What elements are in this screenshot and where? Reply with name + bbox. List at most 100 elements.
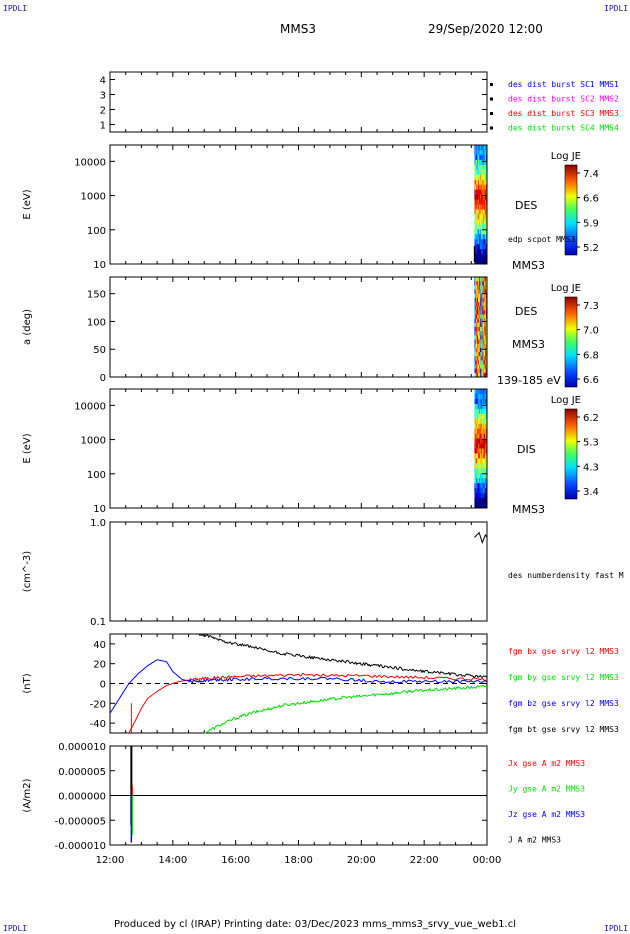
spectrogram-cell-dis-energy <box>483 413 485 420</box>
spectrogram-cell-des-energy <box>481 179 483 186</box>
spectrogram-cell-des-pitch <box>481 331 483 336</box>
spectrogram-cell-dis-energy <box>483 453 485 459</box>
spectrogram-cell-dis-energy <box>484 458 486 464</box>
spectrogram-cell-des-energy <box>478 159 481 166</box>
spectrogram-cell-des-energy <box>477 179 479 186</box>
spectrogram-cell-des-energy <box>478 209 480 215</box>
spectrogram-cell-des-pitch <box>478 306 481 311</box>
spectrogram-cell-des-energy <box>482 194 484 200</box>
spectrogram-cell-des-pitch <box>474 335 476 340</box>
spectrogram-cell-des-pitch <box>484 281 486 286</box>
spectrogram-cell-des-energy <box>482 234 484 240</box>
spectrogram-cell-des-pitch <box>478 306 480 311</box>
spectrogram-cell-dis-energy <box>483 488 485 494</box>
spectrogram-cell-des-energy <box>474 169 476 176</box>
spectrogram-cell-des-energy <box>482 214 484 220</box>
spectrogram-cell-dis-energy <box>482 408 484 415</box>
spectrogram-cell-dis-energy <box>479 478 482 484</box>
spectrogram-cell-des-energy <box>478 189 480 195</box>
spectrogram-cell-des-energy <box>483 174 485 181</box>
spectrogram-cell-dis-energy <box>482 389 484 395</box>
spectrogram-cell-dis-energy <box>482 463 484 469</box>
spectrogram-cell-des-pitch <box>478 322 481 328</box>
spectrogram-cell-des-pitch <box>481 360 483 365</box>
spectrogram-cell-dis-energy <box>478 398 481 405</box>
spectrogram-cell-dis-energy <box>476 398 478 405</box>
spectrogram-cell-des-pitch <box>482 356 484 361</box>
spectrogram-cell-des-energy <box>481 229 483 235</box>
spectrogram-cell-dis-energy <box>477 463 479 469</box>
time-tick-label: 12:00 <box>96 855 125 866</box>
spectrogram-cell-des-energy <box>485 209 487 215</box>
spectrogram-cell-dis-energy <box>483 389 485 395</box>
spectrogram-cell-dis-energy <box>475 458 477 464</box>
spectrogram-cell-des-pitch <box>475 297 477 303</box>
spectrogram-cell-des-energy <box>475 204 477 210</box>
spectrogram-cell-dis-energy <box>475 403 477 410</box>
spectrogram-cell-des-energy <box>480 149 483 156</box>
spectrogram-cell-des-energy <box>475 234 477 240</box>
spectrogram-cell-des-energy <box>478 229 481 235</box>
spectrogram-cell-dis-energy <box>482 448 484 454</box>
spectrogram-cell-des-pitch <box>479 322 482 328</box>
spectrogram-cell-dis-energy <box>480 428 483 435</box>
spectrogram-cell-des-energy <box>479 224 482 230</box>
spectrogram-cell-des-energy <box>474 224 476 230</box>
spectrogram-cell-des-pitch <box>474 277 476 282</box>
y-tick-label-burst: 1 <box>100 121 106 132</box>
panel-label-des-energy: DES <box>515 199 537 212</box>
spectrogram-cell-dis-energy <box>484 503 486 509</box>
y-tick-label-dis-energy: 10 <box>93 504 106 515</box>
spectrogram-cell-des-pitch <box>478 327 480 332</box>
spectrogram-cell-des-pitch <box>480 368 483 374</box>
spectrogram-cell-des-pitch <box>481 352 483 357</box>
spectrogram-cell-des-pitch <box>476 356 478 361</box>
spectrogram-cell-des-pitch <box>483 289 485 295</box>
spectrogram-cell-dis-energy <box>479 473 482 479</box>
y-axis-label-magnetic-field: (nT) <box>22 673 33 693</box>
spectrogram-cell-des-energy <box>475 224 477 230</box>
spectrogram-cell-dis-energy <box>482 458 484 464</box>
spectrogram-cell-des-energy <box>474 199 476 205</box>
spectrogram-cell-dis-energy <box>483 498 485 504</box>
colorbar-tick-label-des-pitch: 6.6 <box>583 375 599 386</box>
spectrogram-cell-des-energy <box>477 164 479 171</box>
spectrogram-cell-des-energy <box>475 169 477 176</box>
spectrogram-cell-des-energy <box>480 229 483 235</box>
y-tick-label-density: 1.0 <box>90 518 106 529</box>
spectrogram-cell-dis-energy <box>476 458 478 464</box>
spectrogram-cell-des-energy <box>480 234 483 240</box>
spectrogram-cell-dis-energy <box>485 473 487 479</box>
spectrogram-cell-des-pitch <box>476 368 478 374</box>
spectrogram-cell-des-pitch <box>478 352 481 357</box>
spectrogram-cell-des-pitch <box>478 302 481 307</box>
spectrogram-cell-des-pitch <box>478 364 481 370</box>
spectrogram-cell-dis-energy <box>482 443 484 449</box>
spectrogram-cell-dis-energy <box>477 488 479 494</box>
spectrogram-cell-des-pitch <box>475 368 477 374</box>
spectrogram-cell-dis-energy <box>484 418 486 425</box>
spectrogram-cell-des-energy <box>479 199 482 205</box>
spectrogram-cell-des-pitch <box>474 352 476 357</box>
spectrogram-cell-dis-energy <box>478 438 480 444</box>
spectrogram-cell-des-energy <box>478 244 480 250</box>
spectrogram-cell-des-energy <box>480 239 483 245</box>
spectrogram-cell-dis-energy <box>476 453 478 459</box>
y-tick-label-dis-energy: 1000 <box>81 436 106 447</box>
spectrogram-cell-des-pitch <box>476 352 478 357</box>
spectrogram-cell-dis-energy <box>476 483 478 489</box>
spectrogram-cell-des-energy <box>481 209 483 215</box>
spectrogram-cell-des-pitch <box>476 306 478 311</box>
spectrogram-cell-des-pitch <box>477 277 479 282</box>
colorbar-tick-label-des-pitch: 6.8 <box>583 350 599 361</box>
spectrogram-cell-dis-energy <box>485 428 487 435</box>
spectrogram-cell-des-pitch <box>483 343 485 349</box>
panel-label-dis-energy: MMS3 <box>512 503 545 516</box>
spectrogram-cell-des-pitch <box>485 302 487 307</box>
spectrogram-cell-des-pitch <box>475 364 477 370</box>
spectrogram-cell-dis-energy <box>479 408 482 415</box>
spectrogram-cell-des-pitch <box>479 343 482 349</box>
spectrogram-cell-des-pitch <box>475 289 477 295</box>
spectrogram-cell-des-energy <box>477 169 479 176</box>
spectrogram-cell-des-pitch <box>476 302 478 307</box>
